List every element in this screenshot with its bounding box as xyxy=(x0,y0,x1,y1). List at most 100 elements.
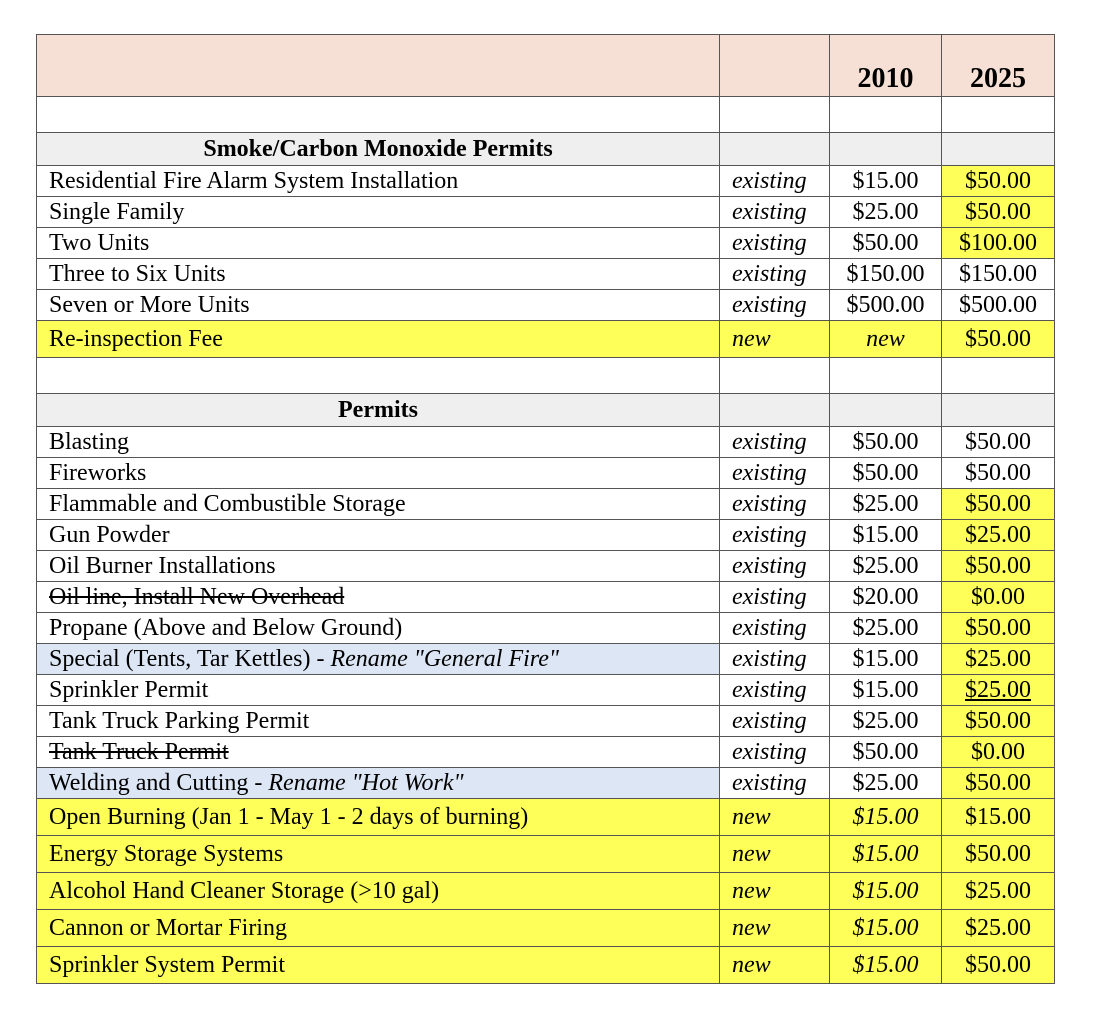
header-2010: 2010 xyxy=(829,34,942,97)
item-label: Three to Six Units xyxy=(49,261,226,287)
item-name: Tank Truck Parking Permit xyxy=(36,705,720,737)
fee-2010: $25.00 xyxy=(829,705,942,737)
status-cell: existing xyxy=(719,581,830,613)
item-name: Alcohol Hand Cleaner Storage (>10 gal) xyxy=(36,872,720,910)
fee-2025-value: $50.00 xyxy=(965,841,1031,867)
fee-2025: $25.00 xyxy=(941,674,1055,706)
fee-2010: $25.00 xyxy=(829,196,942,228)
item-label: Residential Fire Alarm System Installati… xyxy=(49,168,459,194)
status-cell: existing xyxy=(719,550,830,582)
fee-2010: $15.00 xyxy=(829,872,942,910)
item-label: Sprinkler Permit xyxy=(49,677,209,703)
item-name: Blasting xyxy=(36,426,720,458)
section-header: Smoke/Carbon Monoxide Permits xyxy=(36,132,1055,166)
blank-cell xyxy=(719,96,830,133)
header-blank xyxy=(36,34,720,97)
fee-2025: $25.00 xyxy=(941,519,1055,551)
fee-2025-value: $50.00 xyxy=(965,615,1031,641)
table-row: Propane (Above and Below Ground) existing… xyxy=(36,612,1055,644)
item-name: Oil line, Install New Overhead xyxy=(36,581,720,613)
fee-2025-value: $50.00 xyxy=(965,199,1031,225)
blank-cell xyxy=(36,357,720,394)
status-cell: existing xyxy=(719,457,830,489)
item-label: Welding and Cutting - xyxy=(49,770,269,796)
fee-2025-value: $50.00 xyxy=(965,553,1031,579)
table-row: Residential Fire Alarm System Installati… xyxy=(36,165,1055,197)
table-row: Oil line, Install New Overhead existing $2… xyxy=(36,581,1055,613)
rename-note: Rename "General Fire" xyxy=(330,646,559,672)
status-cell: existing xyxy=(719,643,830,675)
fee-2010: $20.00 xyxy=(829,581,942,613)
item-name: Re-inspection Fee xyxy=(36,320,720,358)
item-label: Energy Storage Systems xyxy=(49,841,284,867)
fee-2010: $25.00 xyxy=(829,767,942,799)
status-cell: new xyxy=(719,872,830,910)
fee-2025: $50.00 xyxy=(941,196,1055,228)
status-cell: existing xyxy=(719,674,830,706)
item-name: Seven or More Units xyxy=(36,289,720,321)
status-cell: new xyxy=(719,909,830,947)
status-cell: existing xyxy=(719,258,830,290)
fee-2025: $50.00 xyxy=(941,550,1055,582)
table-row: Energy Storage Systems new $15.00 $50.00 xyxy=(36,835,1055,873)
fee-2010: $15.00 xyxy=(829,165,942,197)
item-label: Re-inspection Fee xyxy=(49,326,223,352)
blank-row xyxy=(36,96,1055,133)
table-row: Blasting existing $50.00 $50.00 xyxy=(36,426,1055,458)
blank-cell xyxy=(829,132,942,166)
fee-2025-value: $50.00 xyxy=(965,491,1031,517)
fee-2010: $50.00 xyxy=(829,736,942,768)
item-name: Flammable and Combustible Storage xyxy=(36,488,720,520)
blank-cell xyxy=(719,393,830,427)
fee-2025-value: $25.00 xyxy=(965,677,1031,703)
blank-cell xyxy=(829,393,942,427)
blank-cell xyxy=(719,132,830,166)
item-label: Tank Truck Permit xyxy=(49,739,229,765)
fee-2010: $15.00 xyxy=(829,835,942,873)
blank-cell xyxy=(941,393,1055,427)
table-row: Gun Powder existing $15.00 $25.00 xyxy=(36,519,1055,551)
fee-2025: $50.00 xyxy=(941,488,1055,520)
header-row: 2010 2025 xyxy=(36,34,1055,97)
fee-2025-value: $150.00 xyxy=(959,261,1037,287)
item-name: Fireworks xyxy=(36,457,720,489)
fee-2010: new xyxy=(829,320,942,358)
item-label: Alcohol Hand Cleaner Storage (>10 gal) xyxy=(49,878,440,904)
fee-2025-value: $25.00 xyxy=(965,522,1031,548)
status-cell: new xyxy=(719,835,830,873)
item-name: Tank Truck Permit xyxy=(36,736,720,768)
fee-2025: $50.00 xyxy=(941,457,1055,489)
status-cell: existing xyxy=(719,426,830,458)
header-2025: 2025 xyxy=(941,34,1055,97)
item-name: Sprinkler System Permit xyxy=(36,946,720,984)
fee-2010: $150.00 xyxy=(829,258,942,290)
item-name: Two Units xyxy=(36,227,720,259)
fee-table: 2010 2025 Smoke/Carbon Monoxide Permits R… xyxy=(36,34,1055,984)
item-name: Three to Six Units xyxy=(36,258,720,290)
fee-2010: $15.00 xyxy=(829,798,942,836)
blank-cell xyxy=(829,357,942,394)
fee-2025: $25.00 xyxy=(941,643,1055,675)
item-label: Cannon or Mortar Firing xyxy=(49,915,287,941)
item-label: Open Burning (Jan 1 - May 1 - 2 days of … xyxy=(49,804,529,830)
status-cell: existing xyxy=(719,767,830,799)
fee-2025: $50.00 xyxy=(941,705,1055,737)
rename-note: Rename "Hot Work" xyxy=(268,770,464,796)
item-label: Gun Powder xyxy=(49,522,170,548)
fee-2025: $150.00 xyxy=(941,258,1055,290)
item-name: Energy Storage Systems xyxy=(36,835,720,873)
status-cell: existing xyxy=(719,488,830,520)
blank-cell xyxy=(941,96,1055,133)
fee-2025: $50.00 xyxy=(941,946,1055,984)
fee-2010: $15.00 xyxy=(829,674,942,706)
table-row: Oil Burner Installations existing $25.00 $5… xyxy=(36,550,1055,582)
fee-2010: $25.00 xyxy=(829,550,942,582)
fee-2010: $25.00 xyxy=(829,612,942,644)
item-name: Welding and Cutting - Rename "Hot Work" xyxy=(36,767,720,799)
fee-2025-value: $50.00 xyxy=(965,168,1031,194)
fee-2025: $50.00 xyxy=(941,612,1055,644)
status-cell: existing xyxy=(719,519,830,551)
fee-2010: $15.00 xyxy=(829,946,942,984)
fee-2025: $50.00 xyxy=(941,835,1055,873)
item-label: Sprinkler System Permit xyxy=(49,952,285,978)
